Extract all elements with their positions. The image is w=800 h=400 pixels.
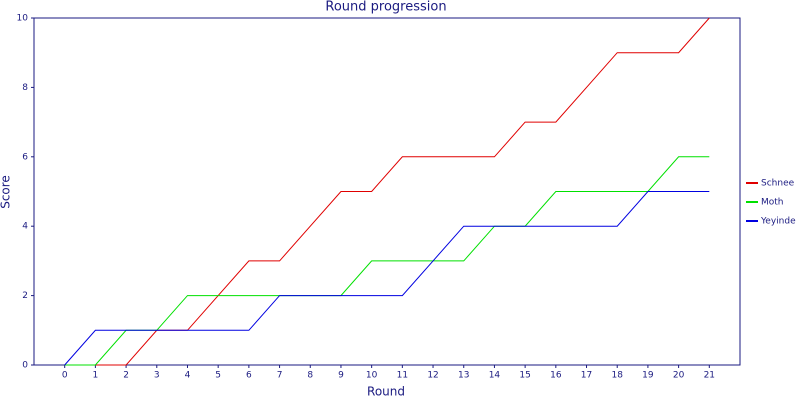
chart-title: Round progression	[325, 0, 446, 15]
x-tick-label: 12	[427, 371, 438, 381]
y-tick-label: 10	[17, 14, 29, 24]
x-tick-label: 3	[154, 371, 160, 381]
series-line	[64, 191, 710, 366]
y-tick-label: 2	[22, 291, 28, 301]
legend-label: Schnee	[761, 179, 795, 189]
y-tick-label: 0	[22, 361, 28, 371]
y-axis-label: Score	[0, 175, 13, 209]
y-tick-label: 8	[22, 83, 28, 93]
x-tick-label: 2	[123, 371, 129, 381]
x-axis-label: Round	[367, 385, 405, 399]
x-tick-label: 6	[246, 371, 252, 381]
series-line	[64, 156, 710, 366]
x-tick-label: 11	[397, 371, 408, 381]
y-tick-label: 4	[22, 222, 28, 232]
x-tick-label: 9	[338, 371, 344, 381]
x-tick-label: 0	[62, 371, 68, 381]
x-tick-label: 18	[611, 371, 623, 381]
x-tick-label: 20	[673, 371, 685, 381]
x-tick-label: 1	[93, 371, 99, 381]
x-tick-label: 16	[550, 371, 562, 381]
x-tick-label: 4	[185, 371, 191, 381]
x-tick-label: 19	[642, 371, 654, 381]
x-tick-label: 5	[215, 371, 221, 381]
legend-label: Moth	[761, 198, 784, 208]
x-tick-label: 15	[519, 371, 530, 381]
x-tick-label: 7	[277, 371, 283, 381]
x-tick-label: 8	[307, 371, 313, 381]
plot-frame	[33, 17, 741, 366]
legend-label: Yeyinde	[760, 217, 796, 227]
x-tick-label: 13	[458, 371, 469, 381]
x-tick-label: 17	[581, 371, 592, 381]
y-tick-label: 6	[22, 152, 28, 162]
x-tick-label: 14	[489, 371, 501, 381]
x-tick-label: 21	[704, 371, 715, 381]
x-tick-label: 10	[366, 371, 378, 381]
